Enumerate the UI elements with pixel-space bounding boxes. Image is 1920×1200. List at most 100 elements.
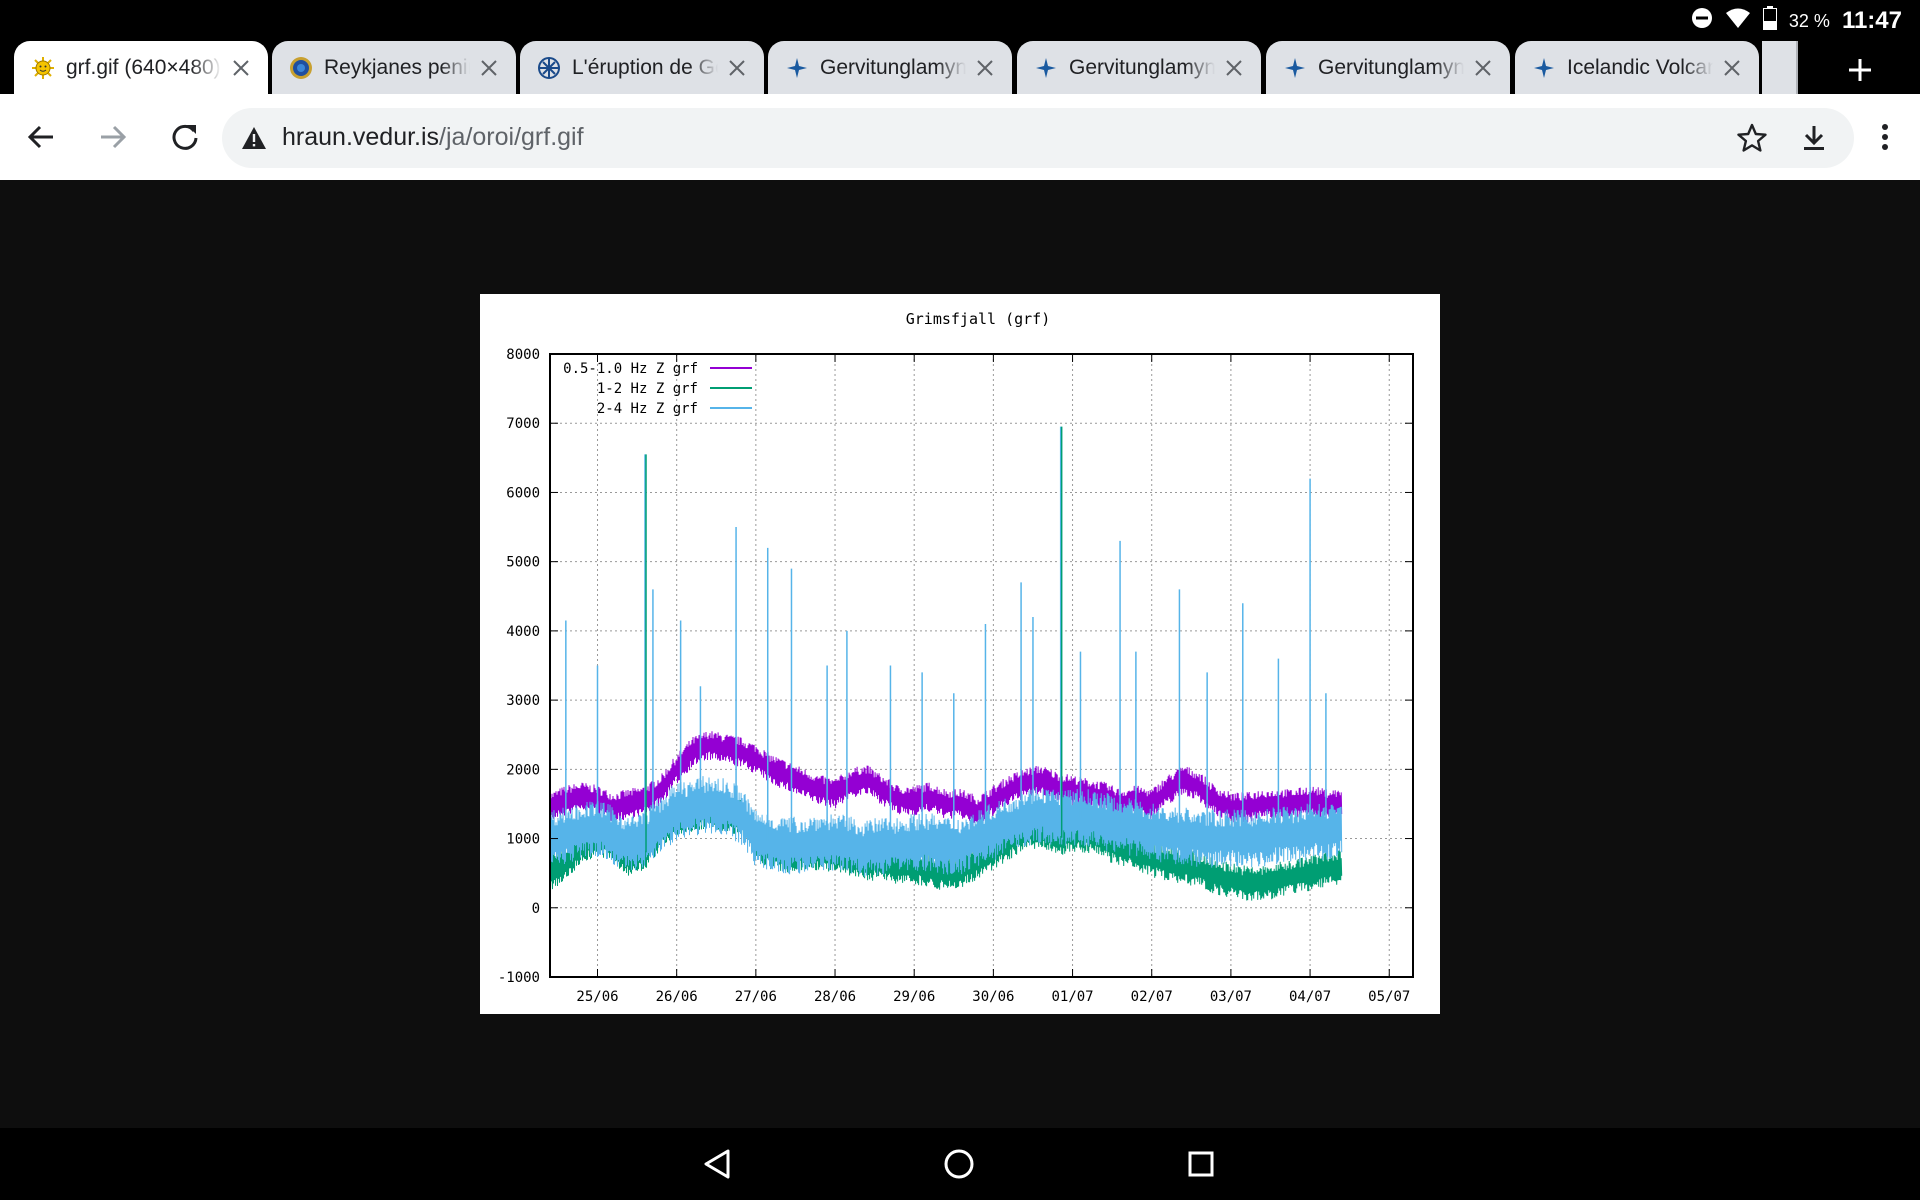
url-text[interactable]: hraun.vedur.is/ja/oroi/grf.gif	[282, 123, 584, 152]
arrow-left-icon	[27, 125, 53, 149]
tab-strip: grf.gif (640×480) Reykjanes peninsula L'…	[0, 38, 1920, 94]
y-tick-label: 3000	[506, 693, 540, 709]
plus-icon	[1849, 59, 1871, 81]
tab-title: grf.gif (640×480)	[66, 55, 221, 79]
satellite-icon	[1033, 55, 1059, 81]
sun-icon	[30, 55, 56, 81]
triangle-back-icon	[704, 1149, 730, 1179]
x-tick-label: 01/07	[1051, 989, 1093, 1005]
new-tab-button[interactable]	[1838, 48, 1882, 92]
tab-title: Icelandic Volcanoes	[1567, 55, 1713, 79]
kebab-menu-icon	[1882, 124, 1888, 150]
tab-close-icon[interactable]	[1221, 55, 1247, 81]
tab-close-icon[interactable]	[476, 55, 502, 81]
snowflake-icon	[536, 55, 562, 81]
tab-gervitunglamyndir-1[interactable]: Gervitunglamyndir	[768, 41, 1012, 94]
x-tick-label: 30/06	[972, 989, 1014, 1005]
series-1	[549, 731, 1343, 823]
reload-button[interactable]	[162, 114, 208, 160]
tab-close-icon[interactable]	[228, 55, 254, 81]
download-button[interactable]	[1796, 120, 1832, 156]
tab-close-icon[interactable]	[724, 55, 750, 81]
globe-icon	[288, 55, 314, 81]
grf-gif-image: -1000 0 1000 2000 3000 4000 5000 6000 7000 8000 25…	[480, 294, 1440, 1014]
tab-gervitunglamyndir-3[interactable]: Gervitunglamyndir	[1266, 41, 1510, 94]
address-bar[interactable]: hraun.vedur.is/ja/oroi/grf.gif	[222, 108, 1854, 168]
x-tick-label: 03/07	[1210, 989, 1252, 1005]
x-tick-label: 02/07	[1131, 989, 1173, 1005]
status-bar: 32 % 11:47	[0, 0, 1920, 38]
legend-label: 2-4 Hz Z grf	[597, 401, 698, 417]
back-button[interactable]	[18, 114, 64, 160]
bookmark-star-button[interactable]	[1734, 120, 1770, 156]
y-tick-label: 2000	[506, 762, 540, 778]
tab-title: Gervitunglamyndir	[1069, 55, 1215, 79]
legend-label: 1-2 Hz Z grf	[597, 381, 698, 397]
x-tick-label: 27/06	[735, 989, 777, 1005]
y-tick-label: 5000	[506, 555, 540, 571]
nav-back-button[interactable]	[695, 1142, 739, 1186]
chart-title: Grimsfjall (grf)	[906, 310, 1051, 328]
satellite-icon	[1282, 55, 1308, 81]
wifi-icon	[1725, 7, 1751, 35]
nav-home-button[interactable]	[937, 1142, 981, 1186]
circle-home-icon	[944, 1149, 974, 1179]
legend-label: 0.5-1.0 Hz Z grf	[563, 361, 698, 377]
x-tick-label: 29/06	[893, 989, 935, 1005]
do-not-disturb-icon	[1691, 7, 1713, 35]
download-icon	[1804, 126, 1824, 150]
y-tick-label: 0	[532, 901, 540, 917]
clock: 11:47	[1841, 7, 1902, 34]
y-tick-label: 4000	[506, 624, 540, 640]
url-path: /ja/oroi/grf.gif	[439, 123, 584, 151]
series-line	[549, 731, 1343, 823]
tab-title: Gervitunglamyndir	[1318, 55, 1464, 79]
tab-close-icon[interactable]	[972, 55, 998, 81]
menu-button[interactable]	[1862, 114, 1908, 160]
plot-frame	[549, 353, 1414, 978]
satellite-icon	[784, 55, 810, 81]
series-line	[549, 776, 1343, 877]
star-icon	[1737, 123, 1767, 152]
nav-recents-button[interactable]	[1179, 1142, 1223, 1186]
tab-title: Reykjanes peninsula	[324, 55, 470, 79]
tab-reykjanes[interactable]: Reykjanes peninsula	[272, 41, 516, 94]
refresh-icon	[172, 124, 198, 150]
x-tick-label: 04/07	[1289, 989, 1331, 1005]
x-tick-label: 05/07	[1368, 989, 1410, 1005]
x-tick-label: 28/06	[814, 989, 856, 1005]
y-tick-label: -1000	[498, 970, 540, 986]
status-icons: 32 % 11:47	[1691, 6, 1902, 36]
chart-ticks: -1000 0 1000 2000 3000 4000 5000 6000 7000 8000 25…	[498, 347, 1413, 1005]
tab-close-icon[interactable]	[1719, 55, 1745, 81]
tab-grf-gif[interactable]: grf.gif (640×480)	[14, 41, 268, 94]
arrow-right-icon	[101, 125, 127, 149]
tab-overflow-stack[interactable]	[1762, 41, 1816, 94]
browser-toolbar: hraun.vedur.is/ja/oroi/grf.gif	[0, 94, 1920, 180]
tab-title: L'éruption de Geldingadalir	[572, 55, 718, 79]
url-host: hraun.vedur.is	[282, 123, 440, 151]
series-3	[549, 426, 1343, 877]
battery-percent: 32 %	[1788, 10, 1830, 31]
tab-eruption[interactable]: L'éruption de Geldingadalir	[520, 41, 764, 94]
tremor-chart: -1000 0 1000 2000 3000 4000 5000 6000 7000 8000 25…	[480, 294, 1440, 1014]
warning-icon[interactable]	[240, 124, 268, 152]
battery-icon	[1762, 6, 1777, 36]
tab-icelandic-volcanoes[interactable]: Icelandic Volcanoes	[1515, 41, 1759, 94]
tab-close-icon[interactable]	[1470, 55, 1496, 81]
page-content: -1000 0 1000 2000 3000 4000 5000 6000 7000 8000 25…	[0, 180, 1920, 1128]
x-tick-label: 26/06	[656, 989, 698, 1005]
forward-button[interactable]	[90, 114, 136, 160]
y-tick-label: 7000	[506, 416, 540, 432]
tab-gervitunglamyndir-2[interactable]: Gervitunglamyndir	[1017, 41, 1261, 94]
y-tick-label: 8000	[506, 347, 540, 363]
square-recents-icon	[1188, 1151, 1214, 1177]
chart-series	[549, 426, 1343, 901]
system-nav-bar	[0, 1128, 1920, 1200]
y-tick-label: 6000	[506, 485, 540, 501]
chart-legend: 0.5-1.0 Hz Z grf 1-2 Hz Z grf 2-4 Hz Z grf	[563, 361, 752, 417]
x-tick-label: 25/06	[576, 989, 618, 1005]
satellite-icon	[1531, 55, 1557, 81]
tab-title: Gervitunglamyndir	[820, 55, 966, 79]
y-tick-label: 1000	[506, 832, 540, 848]
